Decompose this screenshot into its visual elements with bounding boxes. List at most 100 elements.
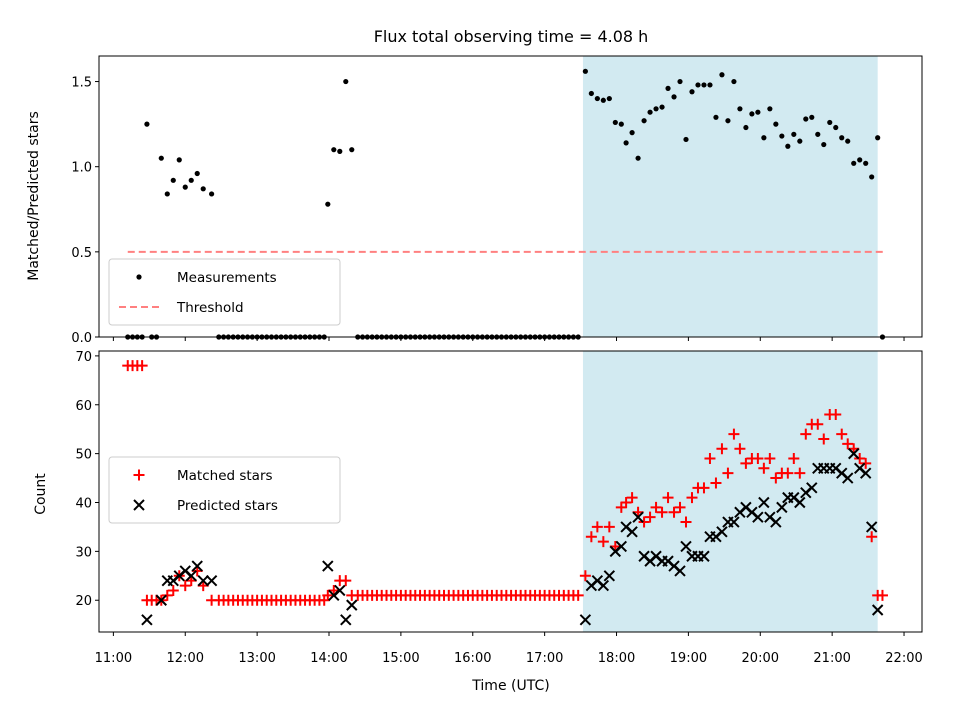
- matched-star-point: [782, 467, 794, 479]
- matched-star-point: [716, 443, 728, 455]
- measurement-point: [815, 131, 821, 137]
- legend-dot-icon: [136, 274, 142, 280]
- measurement-point: [588, 90, 594, 97]
- x-tick-label: 21:00: [813, 651, 850, 666]
- measurement-point: [695, 82, 701, 88]
- predicted-star-point: [848, 447, 860, 460]
- measurement-point: [821, 141, 827, 148]
- x-tick-label: 11:00: [95, 651, 132, 666]
- top-panel-ratio: 0.0 0.5 1.0 1.5 Measurements Threshold: [71, 55, 923, 346]
- matched-star-point: [179, 580, 191, 592]
- matched-star-point: [764, 453, 776, 465]
- predicted-star-point: [615, 540, 628, 553]
- measurement-point: [188, 177, 194, 183]
- y-tick-label: 50: [75, 448, 92, 463]
- predicted-star-point: [322, 560, 334, 572]
- measurement-point: [594, 95, 600, 102]
- legend: Matched stars Predicted stars: [108, 456, 341, 524]
- predicted-star-point: [752, 511, 764, 523]
- measurement-point: [857, 157, 863, 163]
- measurement-point: [869, 174, 875, 180]
- measurement-point: [671, 94, 677, 100]
- measurement-point: [582, 68, 588, 74]
- measurement-point: [665, 85, 671, 91]
- chart-title: Flux total observing time = 4.08 h: [374, 27, 649, 46]
- measurement-point: [683, 136, 689, 143]
- predicted-star-point: [776, 501, 788, 514]
- x-tick-label: 16:00: [454, 651, 491, 666]
- matched-star-point: [770, 472, 782, 484]
- predicted-star-point: [141, 614, 153, 626]
- legend: Measurements Threshold: [108, 258, 341, 326]
- series-predicted-stars: [141, 447, 884, 626]
- measurement-point: [194, 170, 200, 177]
- measurement-point: [200, 186, 206, 192]
- measurement-point: [785, 143, 791, 149]
- matched-star-point: [668, 506, 680, 518]
- matched-star-point: [740, 457, 752, 469]
- matched-star-point: [710, 477, 722, 489]
- matched-star-point: [704, 453, 716, 465]
- measurement-point: [647, 109, 653, 115]
- x-tick-label: 14:00: [310, 651, 347, 666]
- legend-label: Threshold: [176, 300, 244, 316]
- y-tick-label: 60: [75, 399, 92, 414]
- x-axis-label: Time (UTC): [471, 678, 549, 694]
- top-y-axis-label: Matched/Predicted stars: [26, 111, 42, 281]
- matched-star-point: [615, 501, 627, 513]
- measurement-point: [725, 118, 731, 124]
- measurement-point: [635, 155, 641, 161]
- matched-star-point: [638, 516, 650, 528]
- measurement-point: [629, 130, 635, 136]
- x-tick-label: 17:00: [526, 651, 563, 666]
- y-tick-label: 70: [75, 350, 92, 365]
- bottom-y-axis-label: Count: [33, 473, 49, 515]
- measurement-point: [677, 78, 683, 85]
- predicted-star-point: [674, 565, 686, 577]
- measurement-point: [641, 118, 647, 124]
- measurement-point: [349, 147, 355, 153]
- bottom-panel-counts: 20 30 40 50 60 70 11:00 12:00 13:00 14:00 15:00 16:…: [75, 350, 922, 666]
- measurement-point: [845, 138, 851, 144]
- measurement-point: [325, 201, 331, 207]
- measurement-point: [209, 191, 215, 197]
- matched-star-point: [866, 531, 878, 543]
- matched-star-point: [800, 428, 812, 440]
- x-tick-label: 19:00: [670, 651, 707, 666]
- matched-star-point: [758, 462, 770, 474]
- predicted-star-point: [155, 594, 168, 606]
- y-tick-label: 20: [75, 594, 92, 609]
- matched-star-point: [644, 511, 656, 523]
- matched-star-point: [136, 360, 148, 372]
- matched-star-point: [734, 443, 746, 455]
- measurement-point: [761, 135, 767, 141]
- measurement-point: [809, 114, 815, 120]
- predicted-star-point: [185, 570, 197, 582]
- predicted-star-point: [859, 467, 872, 479]
- matched-star-point: [579, 570, 591, 582]
- x-tick-label: 12:00: [167, 651, 204, 666]
- measurement-point: [833, 124, 839, 131]
- measurement-point: [144, 121, 150, 127]
- predicted-star-point: [794, 496, 806, 509]
- predicted-star-point: [806, 482, 818, 494]
- predicted-star-point: [842, 472, 854, 484]
- matched-star-point: [161, 589, 173, 601]
- measurement-point: [773, 121, 779, 127]
- matched-star-point: [794, 467, 806, 479]
- predicted-star-point: [758, 496, 770, 509]
- measurement-point: [851, 160, 857, 166]
- matched-star-point: [597, 536, 609, 548]
- matched-star-point: [836, 428, 848, 440]
- measurement-point: [767, 106, 773, 112]
- matched-star-point: [812, 418, 824, 430]
- axes-frame: [98, 55, 923, 338]
- measurement-point: [612, 119, 618, 126]
- measurement-point: [731, 78, 737, 85]
- measurement-point: [164, 191, 170, 197]
- predicted-star-point: [680, 540, 692, 553]
- measurement-point: [713, 114, 719, 120]
- x-tick-label: 22:00: [885, 651, 922, 666]
- measurement-point: [779, 133, 785, 139]
